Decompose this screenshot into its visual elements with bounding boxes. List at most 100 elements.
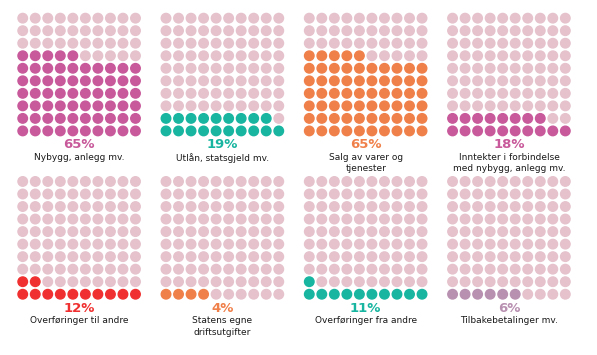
Text: Overføringer fra andre: Overføringer fra andre bbox=[315, 316, 417, 325]
Circle shape bbox=[380, 214, 389, 224]
Circle shape bbox=[274, 289, 284, 299]
Circle shape bbox=[261, 252, 271, 261]
Circle shape bbox=[118, 64, 128, 73]
Circle shape bbox=[249, 126, 259, 136]
Circle shape bbox=[510, 289, 520, 299]
Circle shape bbox=[342, 101, 352, 111]
Circle shape bbox=[274, 89, 284, 98]
Circle shape bbox=[18, 277, 27, 286]
Circle shape bbox=[211, 277, 221, 286]
Circle shape bbox=[355, 252, 364, 261]
Circle shape bbox=[30, 202, 40, 211]
Circle shape bbox=[118, 76, 128, 86]
Circle shape bbox=[131, 289, 140, 299]
Circle shape bbox=[317, 38, 327, 48]
Circle shape bbox=[510, 26, 520, 36]
Text: 12%: 12% bbox=[63, 302, 95, 315]
Circle shape bbox=[330, 101, 339, 111]
Circle shape bbox=[460, 189, 470, 199]
Circle shape bbox=[161, 214, 171, 224]
Circle shape bbox=[380, 51, 389, 60]
Circle shape bbox=[448, 51, 457, 60]
Circle shape bbox=[199, 227, 208, 236]
Circle shape bbox=[523, 13, 533, 23]
Circle shape bbox=[81, 177, 90, 186]
Circle shape bbox=[510, 239, 520, 249]
Circle shape bbox=[249, 289, 259, 299]
Circle shape bbox=[174, 101, 183, 111]
Circle shape bbox=[81, 202, 90, 211]
Circle shape bbox=[485, 114, 495, 123]
Circle shape bbox=[93, 64, 103, 73]
Circle shape bbox=[380, 26, 389, 36]
Circle shape bbox=[93, 26, 103, 36]
Circle shape bbox=[236, 177, 246, 186]
Circle shape bbox=[342, 227, 352, 236]
Circle shape bbox=[274, 101, 284, 111]
Circle shape bbox=[405, 202, 414, 211]
Circle shape bbox=[460, 114, 470, 123]
Circle shape bbox=[81, 38, 90, 48]
Circle shape bbox=[236, 202, 246, 211]
Circle shape bbox=[473, 177, 482, 186]
Circle shape bbox=[211, 289, 221, 299]
Circle shape bbox=[473, 252, 482, 261]
Circle shape bbox=[498, 227, 507, 236]
Circle shape bbox=[536, 38, 545, 48]
Circle shape bbox=[548, 126, 558, 136]
Circle shape bbox=[68, 89, 78, 98]
Circle shape bbox=[81, 189, 90, 199]
Circle shape bbox=[561, 202, 570, 211]
Circle shape bbox=[30, 38, 40, 48]
Circle shape bbox=[417, 277, 427, 286]
Text: Overføringer til andre: Overføringer til andre bbox=[30, 316, 128, 325]
Circle shape bbox=[186, 227, 196, 236]
Circle shape bbox=[548, 277, 558, 286]
Circle shape bbox=[118, 239, 128, 249]
Circle shape bbox=[498, 214, 507, 224]
Circle shape bbox=[317, 64, 327, 73]
Circle shape bbox=[93, 13, 103, 23]
Circle shape bbox=[68, 202, 78, 211]
Circle shape bbox=[56, 89, 65, 98]
Circle shape bbox=[342, 264, 352, 274]
Circle shape bbox=[417, 177, 427, 186]
Circle shape bbox=[68, 264, 78, 274]
Circle shape bbox=[236, 189, 246, 199]
Circle shape bbox=[330, 51, 339, 60]
Circle shape bbox=[355, 177, 364, 186]
Circle shape bbox=[199, 126, 208, 136]
Circle shape bbox=[43, 64, 53, 73]
Circle shape bbox=[510, 202, 520, 211]
Circle shape bbox=[131, 277, 140, 286]
Circle shape bbox=[330, 202, 339, 211]
Circle shape bbox=[392, 26, 402, 36]
Circle shape bbox=[536, 239, 545, 249]
Circle shape bbox=[211, 239, 221, 249]
Circle shape bbox=[355, 114, 364, 123]
Circle shape bbox=[274, 126, 284, 136]
Circle shape bbox=[274, 214, 284, 224]
Circle shape bbox=[249, 76, 259, 86]
Circle shape bbox=[417, 64, 427, 73]
Circle shape bbox=[342, 26, 352, 36]
Circle shape bbox=[448, 189, 457, 199]
Circle shape bbox=[304, 76, 314, 86]
Circle shape bbox=[106, 64, 115, 73]
Circle shape bbox=[261, 177, 271, 186]
Circle shape bbox=[106, 239, 115, 249]
Circle shape bbox=[161, 76, 171, 86]
Circle shape bbox=[236, 101, 246, 111]
Circle shape bbox=[274, 177, 284, 186]
Circle shape bbox=[523, 227, 533, 236]
Circle shape bbox=[56, 13, 65, 23]
Circle shape bbox=[199, 101, 208, 111]
Circle shape bbox=[186, 239, 196, 249]
Circle shape bbox=[161, 189, 171, 199]
Circle shape bbox=[548, 189, 558, 199]
Circle shape bbox=[355, 289, 364, 299]
Circle shape bbox=[131, 177, 140, 186]
Circle shape bbox=[473, 277, 482, 286]
Circle shape bbox=[367, 64, 377, 73]
Circle shape bbox=[317, 13, 327, 23]
